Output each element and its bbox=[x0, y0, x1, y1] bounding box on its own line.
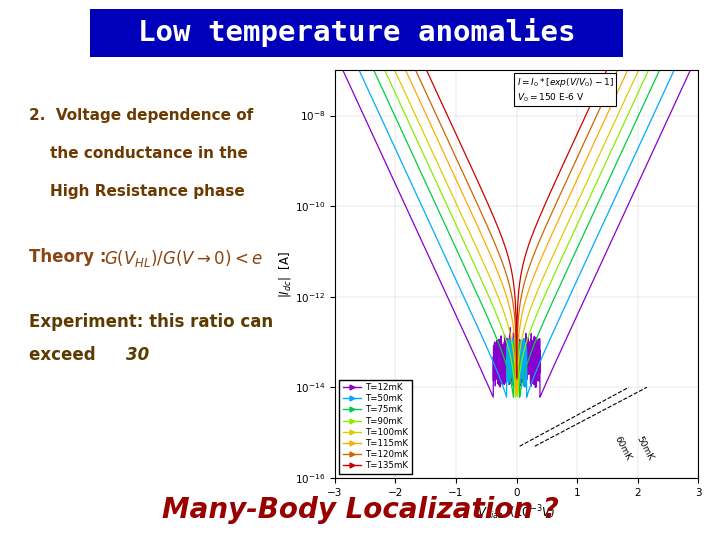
T=12mK bbox=[419, 240, 428, 247]
Text: 60mK: 60mK bbox=[612, 435, 633, 462]
T=75mK bbox=[419, 173, 428, 180]
T=115mK bbox=[691, 35, 700, 42]
T=100mK bbox=[330, 35, 339, 42]
X-axis label: $V_{bias}$  $(10^{-3}V)$: $V_{bias}$ $(10^{-3}V)$ bbox=[477, 503, 556, 522]
T=135mK bbox=[415, 51, 423, 58]
T=115mK bbox=[512, 388, 521, 394]
T=100mK bbox=[493, 293, 502, 299]
Text: exceed: exceed bbox=[29, 346, 102, 363]
Text: Theory :: Theory : bbox=[29, 248, 118, 266]
T=75mK bbox=[691, 35, 700, 42]
T=120mK bbox=[691, 35, 700, 42]
T=120mK bbox=[419, 83, 428, 90]
Text: 30: 30 bbox=[126, 346, 149, 363]
T=12mK bbox=[489, 394, 498, 401]
Text: High Resistance phase: High Resistance phase bbox=[29, 184, 245, 199]
T=135mK bbox=[694, 35, 703, 42]
Text: $G(V_{HL})/G(V\rightarrow 0) < e$: $G(V_{HL})/G(V\rightarrow 0) < e$ bbox=[104, 248, 263, 269]
T=50mK bbox=[417, 201, 426, 208]
T=100mK bbox=[417, 124, 426, 131]
Text: 2.  Voltage dependence of: 2. Voltage dependence of bbox=[29, 108, 253, 123]
T=50mK bbox=[493, 369, 502, 376]
Line: T=115mK: T=115mK bbox=[335, 38, 698, 391]
T=50mK bbox=[691, 35, 700, 42]
T=12mK bbox=[493, 356, 502, 363]
Text: 50mK: 50mK bbox=[635, 435, 655, 462]
T=90mK bbox=[417, 146, 426, 152]
T=90mK bbox=[694, 35, 703, 42]
Text: Many-Body Localization ?: Many-Body Localization ? bbox=[161, 496, 559, 524]
T=120mK bbox=[415, 75, 423, 81]
T=135mK bbox=[330, 35, 339, 42]
T=115mK bbox=[415, 96, 423, 103]
T=120mK bbox=[417, 79, 426, 85]
Text: Low temperature anomalies: Low temperature anomalies bbox=[138, 18, 575, 48]
T=75mK bbox=[330, 35, 339, 42]
T=90mK bbox=[415, 141, 423, 148]
T=115mK bbox=[694, 35, 703, 42]
Line: T=90mK: T=90mK bbox=[335, 38, 698, 397]
Line: T=12mK: T=12mK bbox=[335, 53, 698, 397]
T=115mK bbox=[330, 35, 339, 42]
T=50mK bbox=[415, 197, 423, 204]
T=120mK bbox=[694, 35, 703, 42]
T=12mK bbox=[330, 50, 339, 56]
T=50mK bbox=[467, 311, 476, 318]
T=100mK bbox=[419, 129, 428, 135]
T=75mK bbox=[509, 394, 518, 401]
Line: T=50mK: T=50mK bbox=[335, 38, 698, 397]
T=100mK bbox=[415, 120, 423, 126]
T=135mK bbox=[512, 374, 521, 381]
T=50mK bbox=[330, 35, 339, 42]
T=12mK bbox=[691, 56, 700, 62]
T=75mK bbox=[415, 165, 423, 172]
T=12mK bbox=[415, 232, 423, 239]
Line: T=135mK: T=135mK bbox=[335, 38, 698, 377]
T=50mK bbox=[503, 394, 511, 401]
T=135mK bbox=[493, 224, 502, 230]
T=115mK bbox=[419, 105, 428, 111]
T=90mK bbox=[493, 314, 502, 321]
T=50mK bbox=[419, 205, 428, 212]
T=75mK bbox=[493, 338, 502, 345]
Line: T=100mK: T=100mK bbox=[335, 38, 698, 395]
Text: $I = I_0*[exp(V/V_0)-1]$
$V_0 = 150$ E-6 V: $I = I_0*[exp(V/V_0)-1]$ $V_0 = 150$ E-6… bbox=[517, 76, 613, 104]
T=135mK bbox=[419, 59, 428, 66]
T=90mK bbox=[467, 255, 476, 262]
T=75mK bbox=[467, 279, 476, 286]
T=115mK bbox=[467, 211, 476, 217]
T=90mK bbox=[330, 35, 339, 42]
T=100mK bbox=[691, 35, 700, 42]
T=135mK bbox=[417, 55, 426, 62]
T=100mK bbox=[694, 35, 703, 42]
T=115mK bbox=[417, 100, 426, 107]
T=120mK bbox=[330, 35, 339, 42]
Text: Experiment: this ratio can: Experiment: this ratio can bbox=[29, 313, 273, 331]
T=135mK bbox=[467, 165, 476, 172]
T=12mK bbox=[417, 237, 426, 243]
Legend: T=12mK, T=50mK, T=75mK, T=90mK, T=100mK, T=115mK, T=120mK, T=135mK: T=12mK, T=50mK, T=75mK, T=90mK, T=100mK,… bbox=[339, 380, 413, 474]
T=100mK bbox=[467, 234, 476, 240]
T=100mK bbox=[512, 392, 521, 399]
T=120mK bbox=[512, 376, 521, 382]
T=75mK bbox=[694, 35, 703, 42]
T=50mK bbox=[694, 35, 703, 42]
T=120mK bbox=[467, 189, 476, 195]
T=12mK bbox=[467, 346, 476, 353]
Line: T=75mK: T=75mK bbox=[335, 38, 698, 397]
T=12mK bbox=[694, 50, 703, 56]
T=120mK bbox=[493, 247, 502, 254]
T=75mK bbox=[417, 170, 426, 176]
T=90mK bbox=[691, 35, 700, 42]
T=115mK bbox=[493, 269, 502, 275]
T=90mK bbox=[511, 394, 520, 400]
Y-axis label: $|I_{dc}|$  [A]: $|I_{dc}|$ [A] bbox=[277, 251, 294, 298]
T=135mK bbox=[691, 35, 700, 42]
Text: the conductance in the: the conductance in the bbox=[29, 146, 248, 161]
T=90mK bbox=[419, 150, 428, 157]
Line: T=120mK: T=120mK bbox=[335, 38, 698, 379]
